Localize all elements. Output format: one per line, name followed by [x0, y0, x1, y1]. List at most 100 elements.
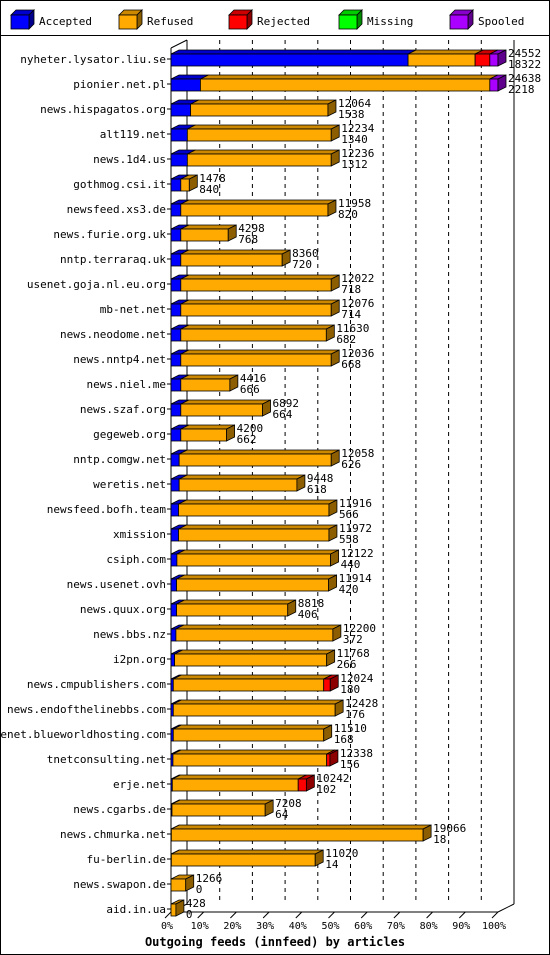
bar-segment-refused	[180, 403, 263, 417]
bar-side	[281, 249, 291, 267]
x-tick	[458, 911, 466, 919]
bar-segment-refused	[170, 903, 177, 917]
bar-segment-refused	[176, 553, 331, 567]
row-label: gothmog.csi.it	[73, 178, 166, 191]
value-label-total: 12428	[345, 697, 378, 710]
value-label-total: 24552	[508, 47, 541, 60]
row-label: fu-berlin.de	[87, 853, 166, 866]
value-label-accepted: 820	[338, 208, 358, 221]
bar-segment-rejected	[323, 678, 331, 692]
bar-segment-refused	[186, 128, 332, 142]
legend-item-missing: Missing	[338, 9, 413, 30]
value-label-accepted: 0	[196, 883, 203, 896]
bar-top-refused	[180, 274, 340, 280]
x-tick	[491, 911, 499, 919]
row-label: news.swapon.de	[73, 878, 166, 891]
bar-segment-refused	[178, 453, 332, 467]
value-label-total: 4298	[238, 222, 265, 235]
legend-label-accepted: Accepted	[39, 15, 92, 28]
legend-swatch-accepted	[10, 14, 30, 30]
bar-segment-accepted	[170, 103, 192, 117]
bar-segment-accepted	[170, 353, 182, 367]
x-axis: 0% 10% 20% 30% 40% 50% 60% 70% 80% 90% 100%	[161, 911, 506, 932]
legend-swatch-missing	[338, 14, 358, 30]
bar-side	[330, 449, 340, 467]
bar-segment-refused	[180, 228, 229, 242]
bar-segment-refused	[172, 678, 325, 692]
legend-label-refused: Refused	[147, 15, 193, 28]
value-label-total: 11972	[339, 522, 372, 535]
bar-side	[327, 99, 337, 117]
bar-segment-refused	[170, 878, 187, 892]
bar-segment-accepted	[170, 278, 182, 292]
x-tick	[295, 911, 303, 919]
bar-segment-refused	[180, 178, 190, 192]
bar-side	[330, 299, 340, 317]
bar-top-refused	[173, 724, 332, 730]
row-label: weretis.net	[93, 478, 166, 491]
legend-item-rejected: Rejected	[228, 9, 310, 30]
bar-segment-refused	[180, 328, 327, 342]
floor-right	[497, 903, 515, 913]
bar-top-refused	[407, 49, 484, 55]
bar-top-refused	[180, 399, 271, 405]
value-label-accepted: 1312	[341, 158, 368, 171]
bar-segment-accepted	[170, 428, 182, 442]
bar-segment-accepted	[170, 153, 188, 167]
bar-segment-accepted	[170, 228, 182, 242]
bar-segment-refused	[175, 628, 334, 642]
row-label: news.quux.org	[80, 603, 166, 616]
value-label-total: 11916	[339, 497, 372, 510]
bar-top-refused	[187, 149, 340, 155]
x-tick-label: 0%	[161, 921, 173, 932]
bar-segment-refused	[172, 703, 336, 717]
value-label-accepted: 1340	[341, 133, 368, 146]
bar-side	[327, 199, 337, 217]
bar-top-refused	[173, 674, 332, 680]
bar-segment-accepted	[170, 378, 182, 392]
value-label-total: 8818	[298, 597, 325, 610]
x-tick-label: 90%	[452, 921, 470, 932]
bar-segment-refused	[190, 103, 329, 117]
value-label-total: 12058	[341, 447, 374, 460]
value-label-accepted: 156	[340, 758, 360, 771]
value-label-total: 1478	[199, 172, 226, 185]
value-label-accepted: 768	[238, 233, 258, 246]
value-label-total: 4416	[240, 372, 266, 385]
bar-segment-accepted	[170, 78, 201, 92]
value-label-total: 12024	[340, 672, 373, 685]
legend-item-spooled: Spooled	[449, 9, 524, 30]
bar-segment-refused	[180, 203, 329, 217]
row-label: alt119.net	[100, 128, 166, 141]
value-label-accepted: 1538	[338, 108, 365, 121]
x-tick-label: 80%	[420, 921, 438, 932]
bar-side	[326, 649, 336, 667]
bar-top-refused	[180, 424, 235, 430]
x-tick-label: 20%	[223, 921, 241, 932]
bar-segment-accepted	[170, 403, 182, 417]
bar-top-refused	[174, 649, 335, 655]
value-label-accepted: 714	[341, 308, 361, 321]
bar-segment-refused	[186, 153, 332, 167]
value-label-total: 12338	[340, 747, 373, 760]
value-label-total: 19066	[433, 822, 466, 835]
bar-top-refused	[172, 774, 307, 780]
value-label-accepted: 662	[237, 433, 257, 446]
value-label-total: 10242	[316, 772, 349, 785]
bar-segment-accepted	[170, 328, 182, 342]
bar-segment-refused	[200, 78, 491, 92]
row-label: news.cmpublishers.com	[27, 678, 166, 691]
value-label-accepted: 168	[334, 733, 354, 746]
value-label-total: 12236	[341, 147, 374, 160]
